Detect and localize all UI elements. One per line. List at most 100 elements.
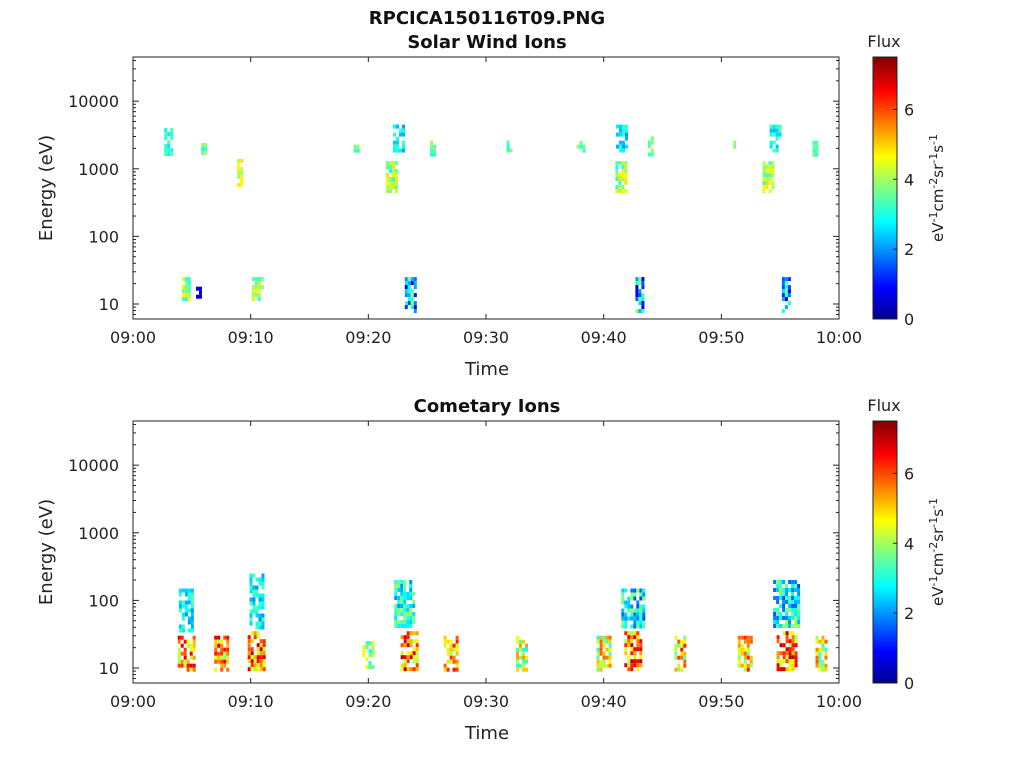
flux-cell (787, 289, 791, 294)
flux-cell (615, 165, 619, 170)
flux-cell (406, 635, 410, 640)
flux-cell (624, 624, 628, 629)
flux-cell (407, 293, 411, 298)
flux-cell (187, 285, 191, 290)
flux-cell (190, 588, 194, 593)
flux-cell (394, 584, 398, 588)
flux-cell (642, 612, 646, 617)
flux-cell (180, 643, 184, 648)
flux-cell (404, 289, 408, 294)
colorbar-tick-label: 2 (904, 604, 914, 623)
flux-cell (409, 624, 413, 628)
flux-cell (178, 600, 182, 605)
flux-cell (815, 152, 819, 157)
flux-cell (184, 600, 188, 605)
flux-cell (249, 609, 253, 614)
flux-cell (255, 609, 259, 614)
flux-cell (522, 659, 525, 664)
flux-cell (258, 605, 262, 610)
flux-cell (164, 148, 168, 153)
flux-cell (516, 667, 519, 672)
flux-cell (599, 663, 603, 668)
flux-cell (403, 592, 407, 596)
flux-cell (226, 647, 230, 652)
flux-cell (683, 655, 687, 660)
flux-cell (639, 624, 643, 629)
flux-cell (252, 605, 256, 610)
flux-cell (255, 577, 259, 582)
flux-cell (775, 124, 779, 129)
flux-cell (258, 621, 262, 626)
flux-cell (525, 655, 528, 660)
flux-cell (409, 643, 413, 648)
flux-cell (683, 639, 687, 644)
flux-cell (579, 140, 583, 145)
flux-cell (630, 616, 634, 621)
flux-cell (771, 161, 775, 166)
flux-cell (258, 617, 262, 622)
flux-cell (402, 132, 405, 137)
flux-cell (455, 635, 459, 640)
flux-cell (815, 647, 819, 652)
flux-cell (217, 659, 221, 664)
flux-cell (791, 643, 795, 648)
flux-cell (647, 140, 651, 145)
flux-cell (199, 294, 202, 299)
flux-cell (395, 177, 398, 182)
flux-cell (223, 655, 227, 660)
flux-cell (413, 281, 417, 286)
flux-cell (596, 663, 600, 668)
flux-cell (794, 608, 798, 612)
flux-cell (608, 659, 612, 664)
flux-cell (642, 604, 646, 609)
flux-cell (788, 588, 792, 592)
flux-cell (394, 620, 398, 624)
flux-cell (255, 585, 259, 590)
flux-cell (677, 655, 681, 660)
flux-cell (187, 281, 191, 286)
flux-cell (791, 588, 795, 592)
flux-cell (184, 289, 188, 294)
flux-cell (371, 649, 375, 654)
flux-cell (183, 663, 187, 668)
flux-cell (624, 165, 628, 170)
colorbar-gradient (872, 420, 898, 684)
flux-cell (506, 140, 510, 145)
flux-cell (256, 663, 260, 668)
flux-cell (608, 647, 612, 652)
flux-cell (769, 132, 773, 137)
flux-cell (201, 147, 205, 152)
flux-cell (177, 659, 181, 664)
flux-cell (433, 144, 437, 149)
flux-cell (400, 604, 404, 608)
flux-cell (259, 655, 263, 660)
flux-cell (582, 148, 586, 153)
flux-cell (449, 659, 453, 664)
flux-cell (785, 592, 789, 596)
flux-cell (635, 285, 639, 290)
flux-cell (776, 659, 780, 664)
flux-cell (821, 667, 825, 672)
flux-cell (788, 639, 792, 644)
flux-cell (788, 643, 792, 648)
flux-cell (412, 604, 416, 608)
flux-cell (412, 600, 416, 604)
flux-cell (452, 667, 456, 672)
flux-cell (397, 588, 401, 592)
flux-cell (622, 148, 625, 153)
flux-cell (187, 600, 191, 605)
flux-cell (247, 667, 251, 672)
flux-cell (443, 667, 447, 672)
flux-cell (433, 152, 437, 157)
flux-cell (765, 169, 769, 174)
flux-cell (779, 624, 783, 628)
flux-cell (776, 651, 780, 656)
x-tick-label: 09:20 (345, 328, 391, 347)
flux-cell (247, 647, 251, 652)
plot-frame (132, 56, 840, 320)
flux-cell (605, 635, 609, 640)
flux-cell (178, 588, 182, 593)
flux-cell (455, 651, 459, 656)
flux-cell (257, 297, 261, 302)
flux-cell (406, 620, 410, 624)
